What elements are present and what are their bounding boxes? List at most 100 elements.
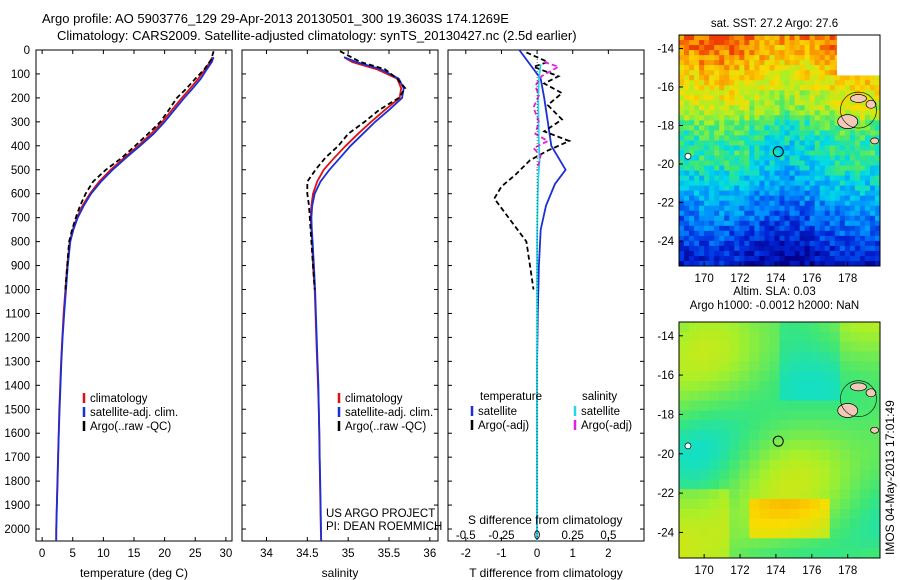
sst-cell bbox=[799, 260, 806, 266]
sla-cell bbox=[749, 331, 760, 343]
sla-cell bbox=[719, 528, 730, 539]
sst-cell bbox=[849, 145, 856, 152]
sst-cell bbox=[699, 65, 705, 71]
sst-cell bbox=[844, 110, 851, 116]
sst-cell bbox=[719, 200, 725, 207]
sst-cell bbox=[829, 255, 836, 262]
sst-cell bbox=[799, 220, 806, 227]
sst-cell bbox=[734, 105, 740, 111]
sst-cell bbox=[709, 90, 715, 96]
sst-cell bbox=[874, 85, 880, 91]
sst-cell bbox=[734, 120, 740, 126]
sst-cell bbox=[769, 215, 776, 222]
sst-cell bbox=[724, 240, 730, 247]
sst-cell bbox=[829, 130, 836, 137]
y-tick-label: 100 bbox=[11, 69, 30, 81]
sla-cell bbox=[689, 341, 700, 353]
sla-cell bbox=[689, 538, 700, 549]
sla-cell bbox=[779, 361, 791, 372]
sla-cell bbox=[809, 410, 821, 421]
sst-cell bbox=[719, 55, 725, 61]
sst-cell bbox=[759, 95, 766, 101]
sst-cell bbox=[859, 230, 866, 237]
sla-cell bbox=[789, 322, 801, 333]
series-line-t-argo-adj- bbox=[493, 51, 572, 290]
sst-cell bbox=[754, 50, 761, 56]
s-tick-label: 0 bbox=[534, 530, 540, 542]
sst-cell bbox=[864, 200, 871, 207]
sla-cell bbox=[749, 449, 760, 461]
sst-cell bbox=[769, 195, 776, 202]
sla-cell bbox=[829, 489, 841, 500]
sla-cell bbox=[849, 489, 861, 500]
sst-cell bbox=[844, 170, 851, 177]
sst-cell bbox=[784, 145, 791, 152]
sst-cell bbox=[754, 145, 761, 152]
y-tick-label: -20 bbox=[657, 159, 674, 171]
sst-cell bbox=[839, 240, 846, 247]
sst-cell bbox=[824, 235, 831, 242]
sst-cell bbox=[784, 160, 791, 167]
sst-cell bbox=[714, 135, 720, 142]
sla-cell bbox=[829, 528, 841, 539]
sst-cell bbox=[754, 140, 761, 147]
sst-cell bbox=[789, 80, 796, 86]
sst-cell bbox=[854, 180, 861, 187]
sst-cell bbox=[794, 255, 801, 262]
sla-cell bbox=[779, 410, 791, 421]
sla-cell bbox=[749, 499, 760, 510]
sla-cell bbox=[729, 518, 740, 530]
sla-cell bbox=[779, 430, 791, 441]
sst-cell bbox=[759, 250, 766, 257]
sst-cell bbox=[754, 195, 761, 202]
sst-cell bbox=[704, 145, 710, 152]
sst-cell bbox=[684, 120, 690, 126]
sst-cell bbox=[799, 130, 806, 137]
sst-cell bbox=[859, 220, 866, 227]
sst-cell bbox=[714, 85, 720, 91]
sst-cell bbox=[864, 120, 871, 126]
sst-cell bbox=[704, 180, 710, 187]
y-tick-label: -22 bbox=[657, 488, 674, 500]
sst-cell bbox=[814, 240, 821, 247]
sst-cell bbox=[754, 215, 761, 222]
sst-cell bbox=[709, 100, 715, 106]
sst-cell bbox=[694, 235, 700, 242]
sst-cell bbox=[679, 35, 685, 41]
sst-cell bbox=[749, 200, 755, 207]
sst-cell bbox=[794, 175, 801, 182]
sla-cell bbox=[789, 538, 801, 549]
sst-cell bbox=[799, 85, 806, 91]
sst-cell bbox=[799, 195, 806, 202]
sla-cell bbox=[739, 518, 750, 530]
sst-cell bbox=[774, 200, 781, 207]
sst-cell bbox=[799, 200, 806, 207]
sst-cell bbox=[859, 130, 866, 137]
sst-cell bbox=[819, 165, 826, 172]
sst-cell bbox=[829, 40, 836, 46]
sst-cell bbox=[734, 215, 740, 222]
sst-cell bbox=[714, 255, 720, 262]
sst-cell bbox=[719, 60, 725, 66]
sst-cell bbox=[849, 110, 856, 116]
sst-cell bbox=[704, 260, 710, 266]
sst-cell bbox=[744, 245, 750, 252]
sst-cell bbox=[824, 200, 831, 207]
sst-cell bbox=[824, 150, 831, 157]
sst-cell bbox=[789, 130, 796, 137]
sst-cell bbox=[779, 80, 786, 86]
sst-cell bbox=[809, 115, 816, 121]
sst-cell bbox=[749, 85, 755, 91]
sla-cell bbox=[699, 479, 710, 490]
sst-cell bbox=[689, 165, 695, 172]
sst-cell bbox=[764, 95, 771, 101]
sst-cell bbox=[819, 100, 826, 106]
sst-cell bbox=[774, 125, 781, 132]
island bbox=[865, 99, 877, 109]
sst-cell bbox=[749, 55, 755, 61]
sst-cell bbox=[859, 185, 866, 192]
sla-cell bbox=[829, 430, 841, 441]
sst-cell bbox=[844, 230, 851, 237]
sla-cell bbox=[699, 341, 710, 353]
sst-cell bbox=[694, 230, 700, 237]
